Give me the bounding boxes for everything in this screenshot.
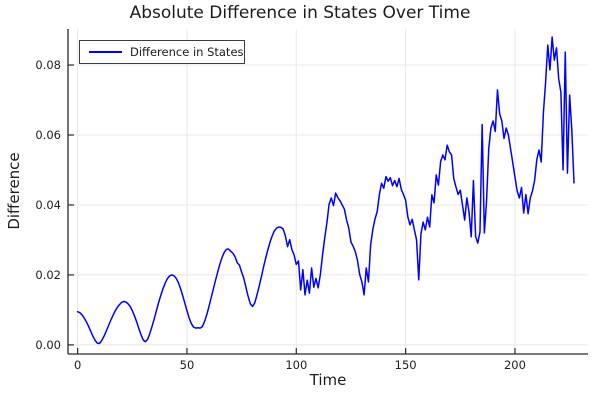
x-axis-label: Time <box>309 371 347 389</box>
series-line <box>76 36 575 345</box>
y-axis-label: Difference <box>5 152 23 230</box>
legend-label: Difference in States <box>130 45 244 59</box>
x-tick-label: 200 <box>504 358 526 372</box>
y-tick-label: 0.02 <box>35 268 61 282</box>
y-tick-label: 0.00 <box>35 338 61 352</box>
chart-title: Absolute Difference in States Over Time <box>129 3 471 23</box>
legend: Difference in States <box>79 40 245 64</box>
x-tick-label: 0 <box>74 358 81 372</box>
legend-line-sample <box>89 51 122 53</box>
y-tick-label: 0.08 <box>35 58 61 72</box>
y-tick-label: 0.06 <box>35 128 61 142</box>
y-tick-label: 0.04 <box>35 198 61 212</box>
x-tick-label: 50 <box>180 358 195 372</box>
x-tick-label: 150 <box>395 358 417 372</box>
x-tick-label: 100 <box>285 358 307 372</box>
